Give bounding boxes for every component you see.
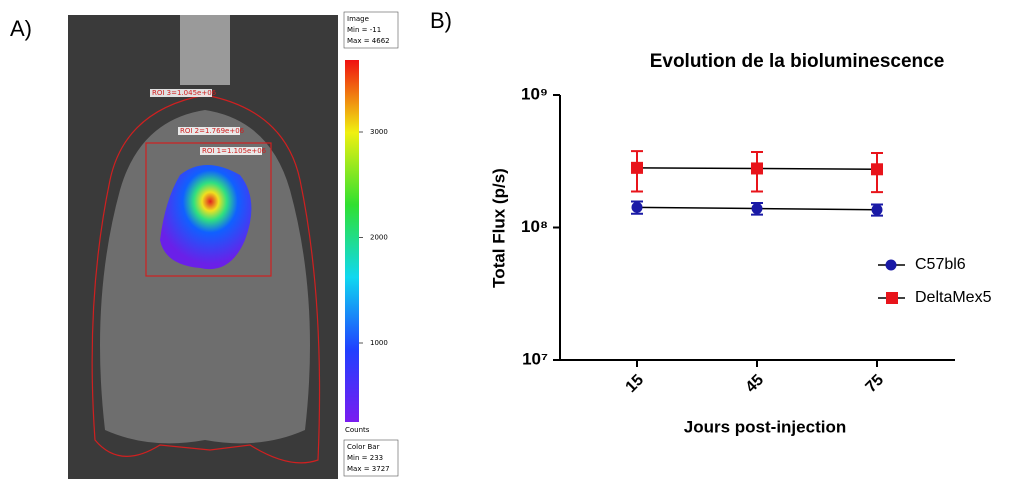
roi-outline bbox=[145, 142, 272, 277]
marker bbox=[631, 161, 643, 174]
y-tick-label: 10⁸ bbox=[521, 217, 548, 236]
chart-title: Evolution de la bioluminescence bbox=[650, 51, 945, 72]
panel-label: B) bbox=[430, 8, 452, 33]
legend-label: C57bl6 bbox=[915, 256, 966, 273]
roi-label: ROI 2=1.769e+06 bbox=[180, 127, 245, 135]
info-text: Image bbox=[347, 15, 369, 23]
info-text: Min = 233 bbox=[347, 454, 383, 462]
roi-label: ROI 1=1.105e+06 bbox=[202, 147, 267, 155]
colorbar bbox=[345, 60, 359, 422]
colorbar-tick-label: 1000 bbox=[370, 339, 388, 347]
y-axis-label: Total Flux (p/s) bbox=[489, 168, 508, 288]
roi-outline bbox=[91, 94, 321, 464]
colorbar-tick-label: 2000 bbox=[370, 234, 388, 242]
x-axis-label: Jours post-injection bbox=[684, 417, 846, 436]
x-tick-label: 45 bbox=[742, 371, 767, 396]
colorbar-unit: Counts bbox=[345, 426, 370, 434]
colorbar-tick-label: 3000 bbox=[370, 128, 388, 136]
info-text: Max = 4662 bbox=[347, 37, 390, 45]
marker bbox=[751, 162, 763, 175]
marker bbox=[871, 163, 883, 176]
signal bbox=[160, 165, 252, 270]
marker bbox=[871, 204, 883, 216]
roi-tag bbox=[178, 127, 240, 135]
marker bbox=[751, 203, 763, 215]
info-box bbox=[343, 439, 399, 477]
info-text: Min = -11 bbox=[347, 26, 381, 34]
mouse bbox=[100, 110, 310, 444]
roi-label: ROI 3=1.045e+06 bbox=[152, 89, 217, 97]
legend-label: DeltaMex5 bbox=[915, 289, 992, 306]
legend-marker bbox=[885, 259, 897, 271]
x-tick-label: 75 bbox=[862, 371, 887, 396]
roi-tag bbox=[200, 147, 262, 155]
marker bbox=[631, 201, 643, 213]
x-tick-label: 15 bbox=[622, 371, 647, 396]
y-tick-label: 10⁷ bbox=[522, 349, 548, 368]
y-tick-label: 10⁹ bbox=[521, 84, 548, 103]
legend-marker bbox=[886, 292, 898, 304]
panel-label: A) bbox=[10, 16, 32, 41]
info-text: Max = 3727 bbox=[347, 465, 390, 473]
nose-cone bbox=[180, 15, 230, 85]
info-text: Color Bar bbox=[347, 443, 380, 451]
info-box bbox=[343, 11, 399, 49]
roi-tag bbox=[150, 89, 212, 97]
